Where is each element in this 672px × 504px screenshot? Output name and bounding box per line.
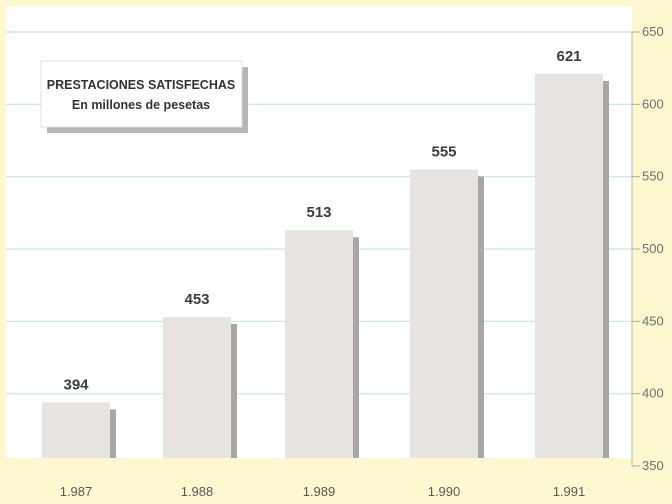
ytick-label-650: 650	[642, 24, 664, 39]
value-label-1.990: 555	[431, 143, 456, 160]
ytick-label-500: 500	[642, 241, 664, 256]
category-label-1.987: 1.987	[60, 484, 93, 499]
y-axis-ticks: 350 400 450 500 550 600 650	[631, 24, 664, 473]
value-label-1.988: 453	[184, 291, 209, 308]
category-label-1.989: 1.989	[303, 484, 336, 499]
value-label-1.989: 513	[306, 204, 331, 221]
ytick-label-450: 450	[642, 313, 664, 328]
category-label-1.991: 1.991	[553, 484, 586, 499]
bar-1.991	[535, 73, 603, 458]
value-labels: 394 453 513 555 621	[63, 48, 581, 393]
bar-1.989	[285, 230, 353, 458]
bars	[42, 73, 609, 458]
ytick-label-600: 600	[642, 96, 664, 111]
category-label-1.988: 1.988	[181, 484, 214, 499]
title-box-panel	[40, 60, 243, 128]
value-label-1.991: 621	[556, 48, 581, 65]
bar-1.988	[163, 316, 231, 458]
bar-1.990	[410, 169, 478, 458]
x-axis-ticks: 1.987 1.988 1.989 1.990 1.991	[60, 484, 586, 499]
value-label-1.987: 394	[63, 376, 89, 393]
chart-title-box: PRESTACIONES SATISFECHAS En millones de …	[40, 60, 248, 133]
ytick-label-550: 550	[642, 169, 664, 184]
ytick-label-400: 400	[642, 386, 664, 401]
bar-1.987	[42, 402, 110, 458]
chart-subtitle: En millones de pesetas	[72, 98, 210, 112]
category-label-1.990: 1.990	[428, 484, 461, 499]
chart-title: PRESTACIONES SATISFECHAS	[47, 78, 235, 92]
ytick-label-350: 350	[642, 458, 664, 473]
